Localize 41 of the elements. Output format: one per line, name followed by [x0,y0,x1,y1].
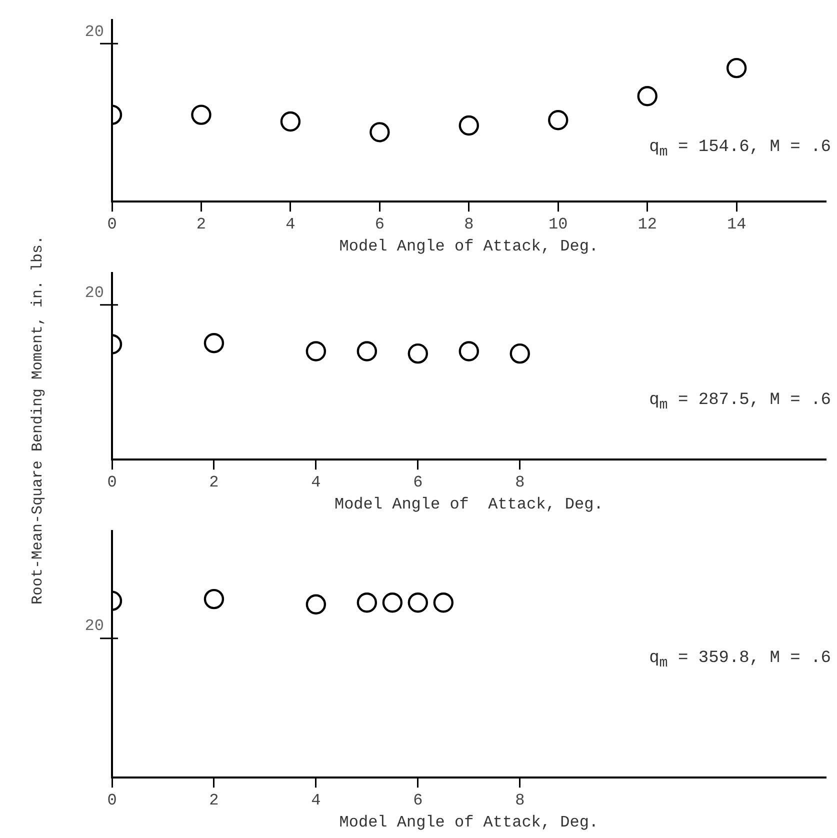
x-tick-label: 0 [107,473,117,492]
x-tick-label: 6 [374,215,384,234]
x-tick-label: 12 [638,215,657,234]
x-tick-label: 8 [515,791,525,810]
text: 20 [84,22,104,41]
annotation: q$_{m}$ = 154.6, M = .6 [649,138,831,160]
point [306,341,326,362]
point [370,122,390,142]
x-tick-label: 10 [548,215,568,234]
x-tick-label: 6 [413,791,423,810]
point [548,110,568,130]
x-tick-label: 14 [726,215,746,234]
x-tick-label: 0 [107,215,117,234]
x-tick-label: 4 [311,791,321,810]
x-tick-label: 8 [464,215,474,234]
point [726,58,747,78]
point [280,111,301,132]
x-tick-label: 4 [311,473,321,492]
x-tick-label: 2 [196,215,206,234]
x-axis-title: Model Angle of Attack, Deg. [339,814,599,832]
text: 20 [84,617,104,636]
x-tick-label: 6 [413,473,423,492]
x-tick-label: 4 [286,215,296,234]
point [637,86,658,106]
point [458,115,479,136]
point [458,341,479,362]
x-tick-label: 8 [515,473,525,492]
point [356,341,378,362]
x-axis-title: Model Angle of Attack, Deg. [339,238,599,256]
point [204,333,224,354]
annotation: q$_{m}$ = 359.8, M = .6 [649,649,831,672]
point [510,343,530,364]
x-tick-label: 0 [107,791,117,810]
x-tick-label: 2 [209,791,219,810]
x-tick-label: 2 [209,473,219,492]
x-axis-title: Model Angle of Attack, Deg. [334,496,604,514]
text: 20 [84,284,104,302]
point [191,104,212,125]
point [408,343,428,364]
y-axis-title: Root-Mean-Square Bending Moment, in. lbs. [30,235,46,605]
annotation: q$_{m}$ = 287.5, M = .6 [649,391,831,414]
